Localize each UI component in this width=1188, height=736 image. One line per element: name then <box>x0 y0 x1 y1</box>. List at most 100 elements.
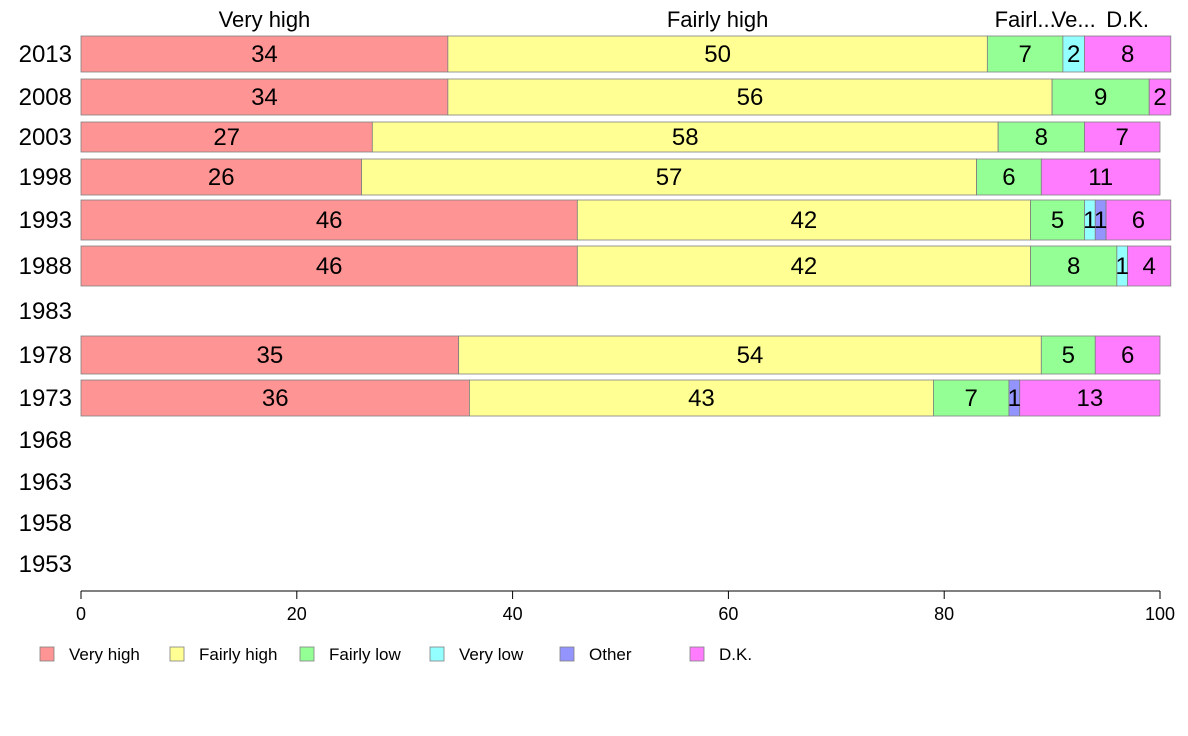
segment-value-label: 4 <box>1143 253 1156 280</box>
bar-segment <box>986 35 1064 73</box>
bar-segment <box>933 379 1010 417</box>
segment-value-label: 8 <box>1067 253 1080 280</box>
segment-value-label: 8 <box>1035 124 1048 151</box>
bar-segment <box>1040 158 1161 196</box>
bar-segment <box>80 121 373 153</box>
legend-swatch <box>299 646 315 662</box>
segment-value-label: 9 <box>1094 84 1107 111</box>
category-label: 1953 <box>19 551 72 578</box>
bar-segment <box>1019 379 1161 417</box>
segment-value-label: 42 <box>791 207 818 234</box>
segment-value-label: 8 <box>1121 41 1134 68</box>
bar-segment <box>1084 121 1161 153</box>
segment-value-label: 6 <box>1002 164 1015 191</box>
bars-layer <box>80 35 1172 417</box>
legend-swatch <box>689 646 705 662</box>
segment-value-label: 56 <box>737 84 764 111</box>
bar-segment <box>458 335 1042 375</box>
legend: Very high Fairly high Fairly low Very low Ot… <box>39 645 752 664</box>
segment-value-label: 34 <box>251 41 278 68</box>
segment-value-label: 58 <box>672 124 699 151</box>
segment-value-label: 1 <box>1083 207 1096 234</box>
category-label: 1993 <box>19 207 72 234</box>
bar-segment <box>80 245 578 287</box>
bar-segment <box>1148 78 1172 116</box>
series-top-label: Very high <box>219 7 311 32</box>
category-label: 1988 <box>19 253 72 280</box>
segment-value-label: 7 <box>1116 124 1129 151</box>
bar-segment <box>1105 199 1172 241</box>
bar-segment <box>361 158 977 196</box>
legend-label: D.K. <box>719 645 752 664</box>
bar-segment <box>1051 78 1150 116</box>
segment-value-label: 6 <box>1121 342 1134 369</box>
category-label: 1978 <box>19 342 72 369</box>
x-tick-label: 0 <box>76 604 86 624</box>
category-label: 1973 <box>19 385 72 412</box>
bar-segment <box>576 199 1031 241</box>
category-label: 1968 <box>19 427 72 454</box>
bar-segment <box>1030 245 1118 287</box>
segment-value-label: 2 <box>1067 41 1080 68</box>
segment-value-label: 27 <box>213 124 240 151</box>
bar-segment <box>447 35 988 73</box>
category-label: 1958 <box>19 510 72 537</box>
segment-value-label: 54 <box>737 342 764 369</box>
x-axis: 0 20 40 60 80 100 <box>76 590 1175 624</box>
category-label: 1998 <box>19 164 72 191</box>
bar-segment <box>1030 199 1085 241</box>
series-top-label: Ve... <box>1052 7 1096 32</box>
labels-layer: 2013200820031998199319881983197819731968… <box>19 7 1167 578</box>
legend-swatch <box>559 646 575 662</box>
segment-value-label: 42 <box>791 253 818 280</box>
segment-value-label: 2 <box>1153 84 1166 111</box>
segment-value-label: 13 <box>1077 385 1104 412</box>
x-tick-label: 80 <box>934 604 954 624</box>
series-top-label: Fairly high <box>667 7 768 32</box>
bar-segment <box>80 78 449 116</box>
segment-value-label: 1 <box>1094 207 1107 234</box>
segment-value-label: 34 <box>251 84 278 111</box>
segment-value-label: 35 <box>256 342 283 369</box>
bar-segment <box>447 78 1053 116</box>
bar-segment <box>1084 35 1172 73</box>
bar-segment <box>997 121 1085 153</box>
x-tick-label: 60 <box>718 604 738 624</box>
legend-label: Very high <box>69 645 140 664</box>
bar-segment <box>469 379 934 417</box>
x-tick-label: 100 <box>1145 604 1175 624</box>
bar-segment <box>1094 335 1161 375</box>
segment-value-label: 36 <box>262 385 289 412</box>
legend-swatch <box>39 646 55 662</box>
segment-value-label: 6 <box>1132 207 1145 234</box>
bar-segment <box>1127 245 1172 287</box>
segment-value-label: 57 <box>656 164 683 191</box>
segment-value-label: 46 <box>316 253 343 280</box>
segment-value-label: 26 <box>208 164 235 191</box>
bar-segment <box>80 335 460 375</box>
legend-label: Fairly low <box>329 645 402 664</box>
segment-value-label: 46 <box>316 207 343 234</box>
bar-segment <box>576 245 1031 287</box>
series-top-label: D.K. <box>1106 7 1149 32</box>
segment-value-label: 1 <box>1116 253 1129 280</box>
segment-value-label: 5 <box>1051 207 1064 234</box>
bar-segment <box>976 158 1042 196</box>
legend-label: Other <box>589 645 632 664</box>
segment-value-label: 7 <box>1018 41 1031 68</box>
segment-value-label: 1 <box>1008 385 1021 412</box>
segment-value-label: 5 <box>1062 342 1075 369</box>
series-top-label: Fairl... <box>995 7 1056 32</box>
bar-segment <box>80 158 362 196</box>
category-label: 1963 <box>19 469 72 496</box>
segment-value-label: 11 <box>1088 164 1113 191</box>
category-label: 2008 <box>19 84 72 111</box>
bar-segment <box>80 35 449 73</box>
segment-value-label: 7 <box>964 385 977 412</box>
segment-value-label: 50 <box>704 41 731 68</box>
x-tick-label: 20 <box>287 604 307 624</box>
bar-segment <box>371 121 999 153</box>
legend-label: Fairly high <box>199 645 277 664</box>
